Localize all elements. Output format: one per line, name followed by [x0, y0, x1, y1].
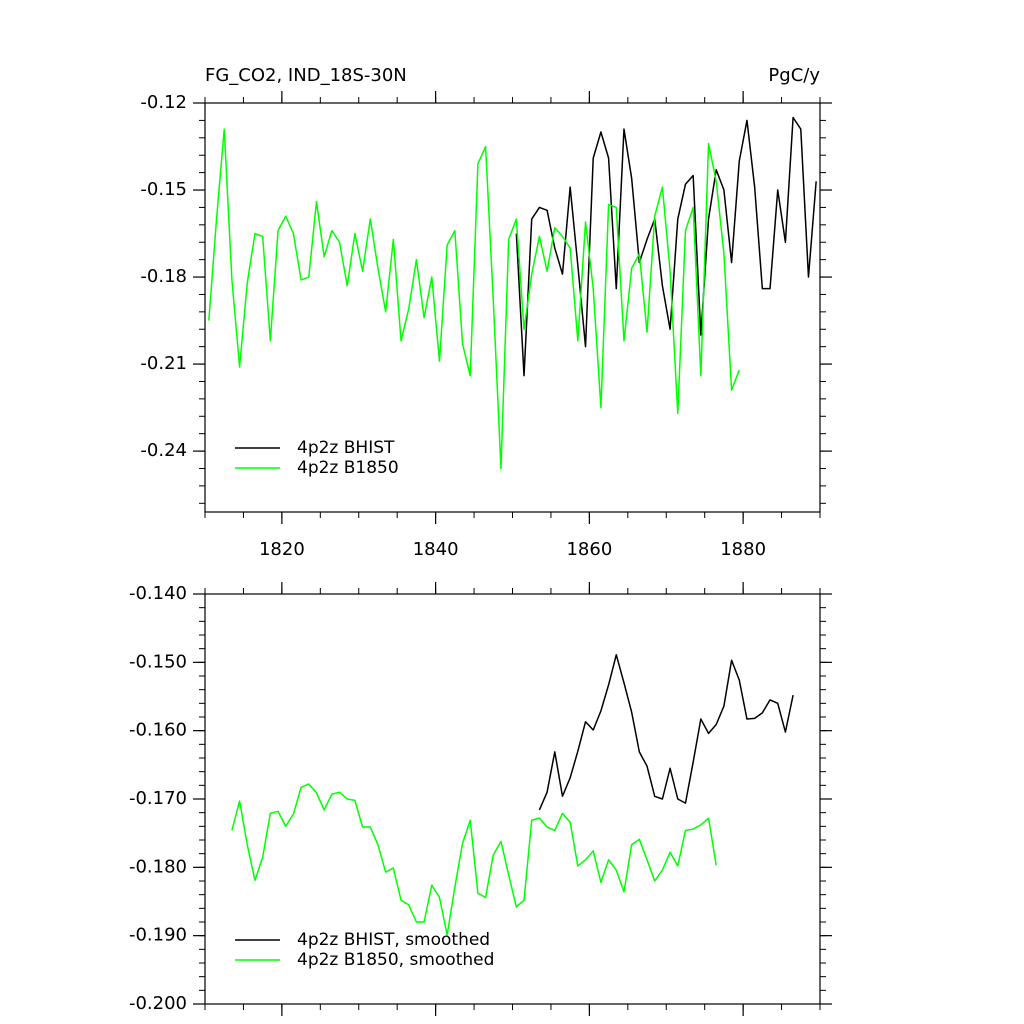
series-line [538, 654, 794, 811]
legend-label: 4p2z BHIST, smoothed [297, 930, 490, 950]
x-tick-label: 1840 [413, 539, 459, 560]
y-tick-label: -0.160 [129, 720, 187, 741]
units-label: PgC/y [768, 65, 820, 86]
y-tick-label: -0.180 [129, 856, 187, 877]
y-tick-label: -0.21 [140, 353, 187, 374]
chart-title: FG_CO2, IND_18S-30N [205, 65, 407, 86]
legend-label: 4p2z B1850, smoothed [297, 950, 494, 970]
legend-label: 4p2z BHIST [297, 438, 395, 458]
y-tick-label: -0.200 [129, 993, 187, 1014]
legend-label: 4p2z B1850 [297, 458, 399, 478]
x-tick-label: 1820 [259, 539, 305, 560]
y-tick-label: -0.140 [129, 583, 187, 604]
series-line [208, 128, 740, 470]
x-tick-label: 1880 [720, 539, 766, 560]
y-tick-label: -0.170 [129, 788, 187, 809]
y-tick-label: -0.15 [140, 179, 187, 200]
x-tick-label: 1860 [566, 539, 612, 560]
series-line [515, 116, 817, 377]
y-tick-label: -0.150 [129, 651, 187, 672]
y-tick-label: -0.190 [129, 925, 187, 946]
series-line [231, 783, 717, 936]
y-tick-label: -0.12 [140, 92, 187, 113]
y-tick-label: -0.18 [140, 266, 187, 287]
y-tick-label: -0.24 [140, 440, 187, 461]
